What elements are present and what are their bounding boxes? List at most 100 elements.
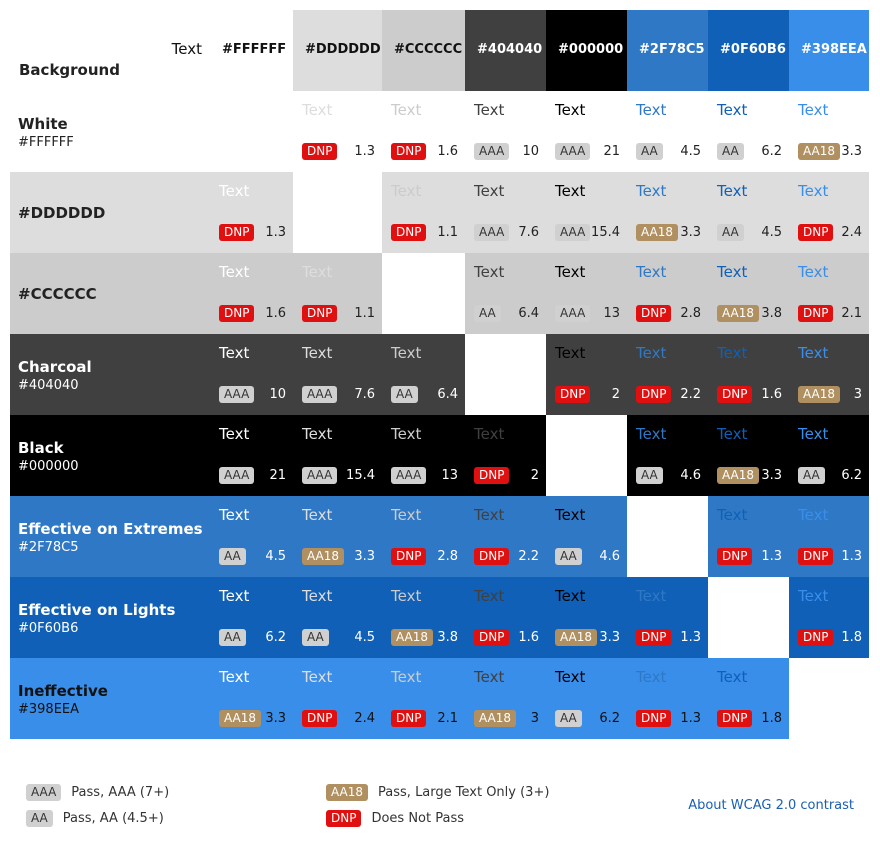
table-row: #DDDDDD Text DNP 1.3 Text DNP 1.1 Text AAA 7.6 Tex…: [10, 172, 869, 253]
contrast-ratio: 2.2: [518, 549, 539, 564]
rating-badge: AA18: [717, 467, 760, 484]
contrast-cell: Text AA 4.6: [546, 496, 627, 577]
contrast-ratio: 2.2: [680, 387, 701, 402]
column-header-label: #398EEA: [801, 42, 867, 57]
table-row: Charcoal #404040 Text AAA 10 Text AAA 7.6 Text AA…: [10, 334, 869, 415]
contrast-ratio: 3.8: [761, 306, 782, 321]
sample-text: Text: [717, 101, 748, 119]
contrast-cell: Text DNP 2.8: [627, 253, 708, 334]
empty-cell: [293, 172, 382, 253]
contrast-ratio: 3.8: [437, 630, 458, 645]
contrast-cell: Text DNP 1.3: [627, 658, 708, 739]
contrast-cell: Text DNP 1.6: [465, 577, 546, 658]
about-wcag-link[interactable]: About WCAG 2.0 contrast: [688, 798, 854, 813]
rating-badge: AA: [555, 548, 582, 565]
sample-text: Text: [555, 182, 586, 200]
contrast-cell: Text AA18 3: [465, 658, 546, 739]
column-header: #398EEA: [789, 10, 869, 91]
rating-badge: DNP: [798, 305, 834, 322]
sample-text: Text: [798, 344, 829, 362]
sample-text: Text: [555, 668, 586, 686]
header-row: Text Background #FFFFFF #DDDDDD #CCCCCC #4040…: [10, 10, 869, 91]
contrast-ratio: 3.3: [761, 468, 782, 483]
row-hex: #404040: [18, 378, 79, 393]
contrast-ratio: 1.6: [265, 306, 286, 321]
sample-text: Text: [302, 101, 333, 119]
contrast-ratio: 2.8: [680, 306, 701, 321]
legend: AAA Pass, AAA (7+) AA Pass, AA (4.5+) AA…: [10, 760, 870, 840]
column-header-label: #2F78C5: [639, 42, 705, 57]
sample-text: Text: [219, 425, 250, 443]
sample-text: Text: [219, 668, 250, 686]
empty-cell: [546, 415, 627, 496]
sample-text: Text: [219, 182, 250, 200]
sample-text: Text: [219, 506, 250, 524]
rating-badge: AA18: [474, 710, 517, 727]
sample-text: Text: [798, 506, 829, 524]
contrast-ratio: 4.5: [265, 549, 286, 564]
sample-text: Text: [717, 506, 748, 524]
rating-badge: AAA: [219, 386, 255, 403]
sample-text: Text: [717, 182, 748, 200]
sample-text: Text: [474, 101, 505, 119]
contrast-ratio: 21: [603, 144, 620, 159]
contrast-ratio: 21: [269, 468, 286, 483]
rating-badge: AA: [555, 710, 582, 727]
contrast-ratio: 1.6: [518, 630, 539, 645]
contrast-cell: Text AAA 21: [210, 415, 293, 496]
sample-text: Text: [717, 668, 748, 686]
row-header: White #FFFFFF: [10, 91, 210, 172]
empty-cell: [789, 658, 869, 739]
contrast-ratio: 1.6: [761, 387, 782, 402]
contrast-ratio: 4.6: [599, 549, 620, 564]
contrast-ratio: 6.4: [518, 306, 539, 321]
contrast-ratio: 2: [611, 387, 620, 402]
empty-cell: [708, 577, 789, 658]
rating-badge: DNP: [474, 629, 510, 646]
rating-badge: AAA: [555, 305, 591, 322]
sample-text: Text: [555, 101, 586, 119]
contrast-cell: Text DNP 1.6: [210, 253, 293, 334]
contrast-ratio: 4.5: [761, 225, 782, 240]
legend-aaa-label: Pass, AAA (7+): [71, 785, 170, 800]
sample-text: Text: [302, 263, 333, 281]
contrast-ratio: 1.8: [841, 630, 862, 645]
column-header-label: #0F60B6: [720, 42, 786, 57]
contrast-ratio: 10: [522, 144, 539, 159]
rating-badge: DNP: [474, 548, 510, 565]
contrast-ratio: 1.3: [265, 225, 286, 240]
legend-aa18-label: Pass, Large Text Only (3+): [378, 785, 550, 800]
contrast-ratio: 6.2: [265, 630, 286, 645]
rating-badge: AAA: [474, 224, 510, 241]
row-header: #CCCCCC: [10, 253, 210, 334]
contrast-ratio: 3.3: [599, 630, 620, 645]
rating-badge: AA: [302, 629, 329, 646]
empty-cell: [382, 253, 465, 334]
sample-text: Text: [798, 425, 829, 443]
column-header: #DDDDDD: [293, 10, 382, 91]
contrast-cell: Text AA18 3.3: [210, 658, 293, 739]
contrast-cell: Text AA18 3.3: [789, 91, 869, 172]
contrast-cell: Text DNP 1.8: [789, 577, 869, 658]
contrast-cell: Text DNP 2: [546, 334, 627, 415]
rating-badge: DNP: [219, 305, 255, 322]
contrast-ratio: 1.3: [841, 549, 862, 564]
contrast-cell: Text DNP 2.1: [382, 658, 465, 739]
contrast-cell: Text DNP 1.3: [210, 172, 293, 253]
contrast-ratio: 3.3: [680, 225, 701, 240]
contrast-ratio: 3.3: [265, 711, 286, 726]
sample-text: Text: [391, 182, 422, 200]
contrast-ratio: 4.5: [354, 630, 375, 645]
rating-badge: DNP: [798, 629, 834, 646]
contrast-cell: Text AA 6.2: [708, 91, 789, 172]
sample-text: Text: [391, 425, 422, 443]
contrast-cell: Text AA18 3.8: [382, 577, 465, 658]
contrast-cell: Text AA18 3.3: [708, 415, 789, 496]
row-header: Effective on Lights #0F60B6: [10, 577, 210, 658]
empty-cell: [627, 496, 708, 577]
legend-dnp-badge: DNP: [326, 810, 362, 827]
sample-text: Text: [555, 587, 586, 605]
rating-badge: AA: [391, 386, 418, 403]
contrast-cell: Text AA18 3.3: [293, 496, 382, 577]
contrast-cell: Text DNP 1.3: [293, 91, 382, 172]
